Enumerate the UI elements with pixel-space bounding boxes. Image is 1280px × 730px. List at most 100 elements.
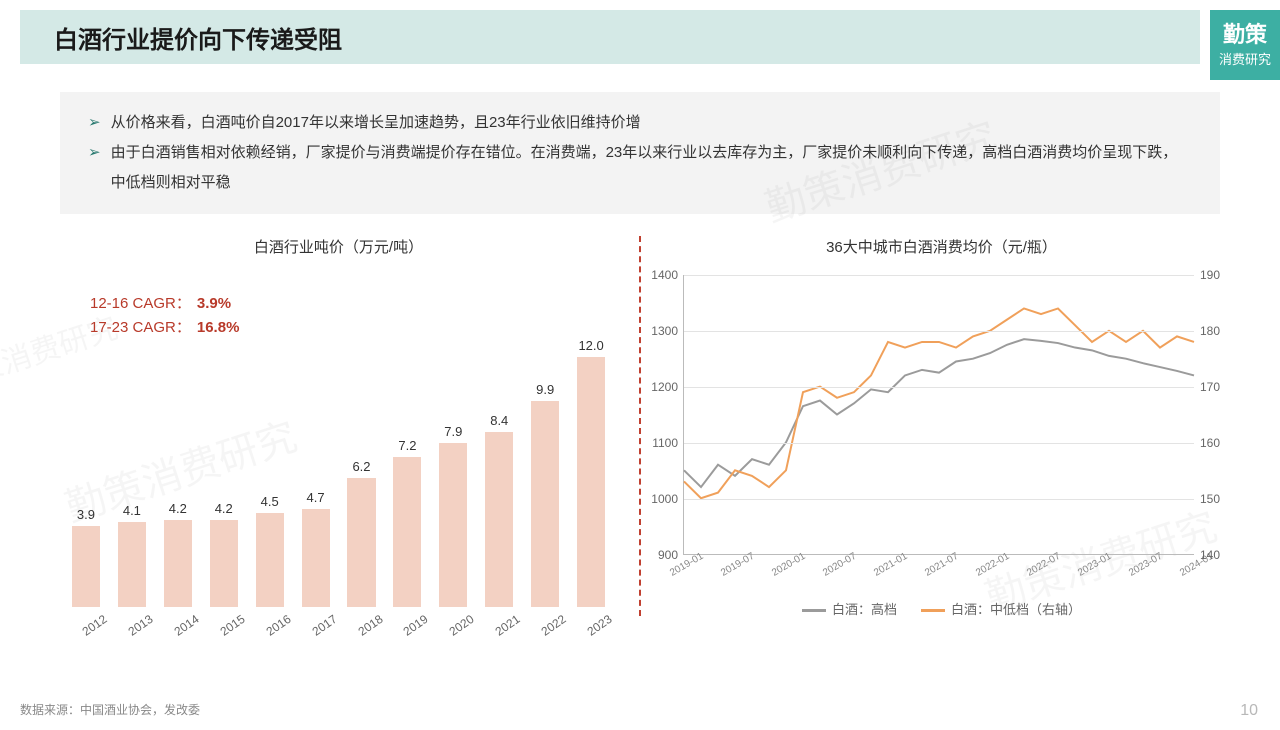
bar-x-label: 2019: [393, 603, 435, 642]
x-axis-label: 2020-01: [770, 551, 807, 579]
y-axis-left-label: 1300: [651, 324, 684, 338]
bullet-arrow-icon: ➢: [88, 108, 101, 138]
gridline: [684, 387, 1194, 388]
gridline: [684, 443, 1194, 444]
bar-rect: [347, 478, 375, 607]
bar-x-label: 2021: [485, 603, 527, 642]
y-axis-right-label: 190: [1194, 268, 1220, 282]
bar-x-label: 2023: [576, 603, 618, 642]
bar-x-label: 2018: [347, 603, 389, 642]
bar-x-label: 2022: [530, 603, 572, 642]
bar-rect: [485, 432, 513, 607]
data-source: 数据来源：中国酒业协会，发改委: [20, 701, 200, 718]
bar-value-label: 4.2: [215, 501, 233, 516]
y-axis-right-label: 180: [1194, 324, 1220, 338]
bar: 7.2: [389, 438, 425, 607]
bar: 9.9: [527, 382, 563, 607]
line-chart: 36大中城市白酒消费均价（元/瓶） 2019-012019-072020-012…: [653, 236, 1230, 636]
bar: 4.2: [206, 501, 242, 607]
line-series: [684, 339, 1194, 487]
x-axis-label: 2023-07: [1127, 551, 1164, 579]
x-axis-label: 2022-01: [974, 551, 1011, 579]
x-axis-label: 2019-07: [719, 551, 756, 579]
bar-value-label: 4.7: [307, 490, 325, 505]
bar-rect: [118, 522, 146, 607]
gridline: [684, 275, 1194, 276]
bar-value-label: 3.9: [77, 507, 95, 522]
bar-value-label: 8.4: [490, 413, 508, 428]
bar-x-label: 2013: [117, 603, 159, 642]
bar: 12.0: [573, 338, 609, 607]
bar-chart-title: 白酒行业吨价（万元/吨）: [50, 236, 627, 257]
line-series: [684, 308, 1194, 498]
bar: 4.5: [252, 494, 288, 607]
legend-swatch: [921, 609, 945, 612]
bar-rect: [302, 509, 330, 607]
x-axis-label: 2022-07: [1025, 551, 1062, 579]
bar-value-label: 4.1: [123, 503, 141, 518]
bar: 3.9: [68, 507, 104, 607]
gridline: [684, 499, 1194, 500]
y-axis-left-label: 1000: [651, 492, 684, 506]
line-chart-title: 36大中城市白酒消费均价（元/瓶）: [653, 236, 1230, 257]
x-axis-label: 2021-01: [872, 551, 909, 579]
logo-line2: 消费研究: [1219, 49, 1271, 68]
y-axis-left-label: 900: [658, 548, 684, 562]
legend-swatch: [802, 609, 826, 612]
bar-value-label: 4.2: [169, 501, 187, 516]
bullet-arrow-icon: ➢: [88, 138, 101, 198]
page-title: 白酒行业提价向下传递受阻: [54, 20, 342, 55]
line-plot-area: 2019-012019-072020-012020-072021-012021-…: [683, 275, 1194, 555]
bar-x-label: 2012: [71, 603, 113, 642]
bullet-row: ➢由于白酒销售相对依赖经销，厂家提价与消费端提价存在错位。在消费端，23年以来行…: [88, 138, 1192, 198]
line-chart-legend: 白酒：高档 白酒：中低档（右轴）: [653, 599, 1230, 618]
y-axis-right-label: 170: [1194, 380, 1220, 394]
bar: 4.1: [114, 503, 150, 607]
bullets-box: ➢从价格来看，白酒吨价自2017年以来增长呈加速趋势，且23年行业依旧维持价增➢…: [60, 92, 1220, 214]
page-number: 10: [1240, 702, 1258, 720]
bar-rect: [72, 526, 100, 607]
vertical-divider: [639, 236, 641, 616]
bar-x-label: 2016: [255, 603, 297, 642]
bar-value-label: 9.9: [536, 382, 554, 397]
bar: 4.7: [298, 490, 334, 607]
bar-x-label: 2015: [209, 603, 251, 642]
bar-rect: [393, 457, 421, 607]
logo-line1: 勤策: [1223, 22, 1267, 48]
bar-rect: [256, 513, 284, 607]
bar-rect: [210, 520, 238, 607]
bullet-row: ➢ 从价格来看，白酒吨价自2017年以来增长呈加速趋势，且23年行业依旧维持价增: [88, 108, 1192, 138]
bar-rect: [439, 443, 467, 607]
brand-logo: 勤策 消费研究: [1210, 10, 1280, 80]
bullet-text: 由于白酒销售相对依赖经销，厂家提价与消费端提价存在错位。在消费端，23年以来行业…: [111, 138, 1192, 198]
y-axis-left-label: 1100: [652, 436, 684, 450]
y-axis-left-label: 1400: [651, 268, 684, 282]
bar: 6.2: [344, 459, 380, 607]
bar-rect: [531, 401, 559, 607]
bar-x-label: 2017: [301, 603, 343, 642]
title-bar: 白酒行业提价向下传递受阻: [20, 10, 1200, 64]
bar-value-label: 7.2: [398, 438, 416, 453]
bar-value-label: 6.2: [352, 459, 370, 474]
y-axis-right-label: 140: [1194, 548, 1220, 562]
bar-rect: [164, 520, 192, 607]
bar-x-label: 2014: [163, 603, 205, 642]
x-axis-label: 2021-07: [923, 551, 960, 579]
legend-item: 白酒：高档: [802, 599, 897, 618]
x-axis-label: 2023-01: [1076, 551, 1113, 579]
bullet-text: 从价格来看，白酒吨价自2017年以来增长呈加速趋势，且23年行业依旧维持价增: [111, 108, 641, 138]
bar-value-label: 12.0: [578, 338, 603, 353]
bar: 8.4: [481, 413, 517, 607]
bar: 7.9: [435, 424, 471, 607]
bar-value-label: 7.9: [444, 424, 462, 439]
bar: 4.2: [160, 501, 196, 607]
y-axis-right-label: 160: [1194, 436, 1220, 450]
gridline: [684, 331, 1194, 332]
x-axis-label: 2020-07: [821, 551, 858, 579]
legend-item: 白酒：中低档（右轴）: [921, 599, 1081, 618]
bar-value-label: 4.5: [261, 494, 279, 509]
y-axis-right-label: 150: [1194, 492, 1220, 506]
bar-chart: 白酒行业吨价（万元/吨） 12-16 CAGR：3.9%17-23 CAGR：1…: [50, 236, 627, 636]
y-axis-left-label: 1200: [651, 380, 684, 394]
bar-rect: [577, 357, 605, 607]
